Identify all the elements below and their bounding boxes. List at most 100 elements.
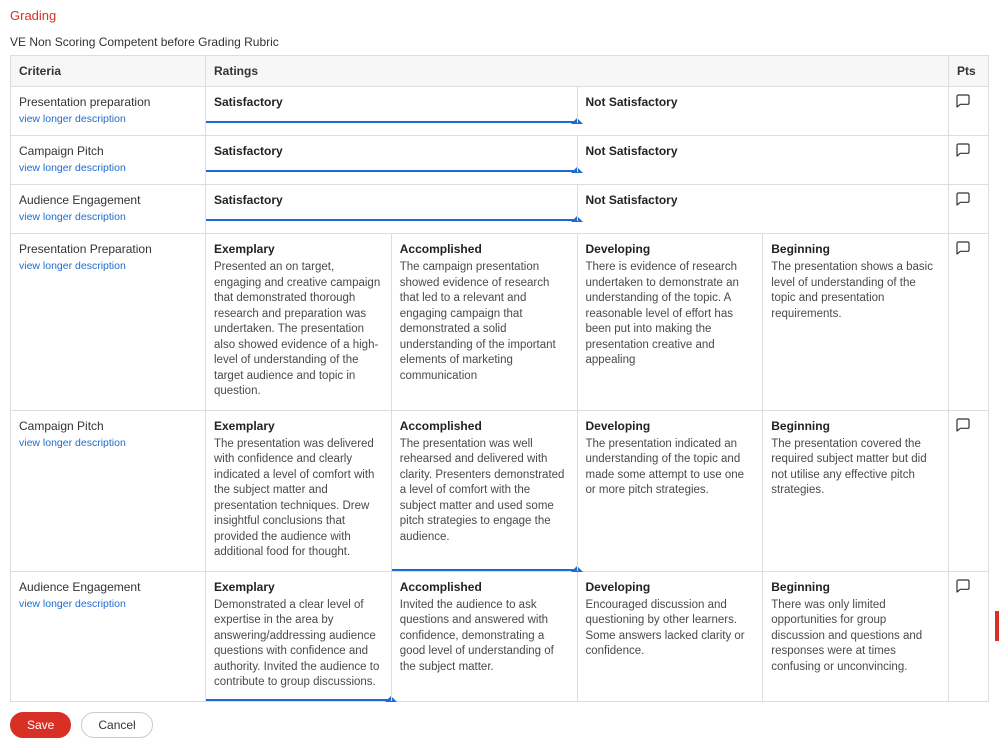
table-row: Presentation Preparation view longer desc… <box>11 234 989 411</box>
pts-cell <box>949 136 989 185</box>
rating-title: Exemplary <box>214 419 383 433</box>
view-longer-description-link[interactable]: view longer description <box>19 113 197 125</box>
selected-indicator-bar <box>206 699 391 701</box>
view-longer-description-link[interactable]: view longer description <box>19 437 197 449</box>
view-longer-description-link[interactable]: view longer description <box>19 211 197 223</box>
rating-title: Developing <box>586 580 755 594</box>
criteria-cell: Audience Engagement view longer descripti… <box>11 185 206 234</box>
pts-cell <box>949 571 989 701</box>
rating-description: The presentation was delivered with conf… <box>214 437 383 561</box>
rating-description: The presentation was well rehearsed and … <box>400 437 569 546</box>
rating-title: Beginning <box>771 242 940 256</box>
pts-cell <box>949 234 989 411</box>
selected-indicator-bar <box>392 569 577 571</box>
rating-cell[interactable]: Beginning The presentation shows a basic … <box>762 234 948 410</box>
comment-icon[interactable] <box>955 93 971 112</box>
rating-cell[interactable]: Beginning The presentation covered the re… <box>762 411 948 571</box>
criteria-cell: Presentation preparation view longer desc… <box>11 87 206 136</box>
col-header-criteria: Criteria <box>11 56 206 87</box>
pts-cell <box>949 87 989 136</box>
rating-title: Accomplished <box>400 419 569 433</box>
rating-cell[interactable]: Developing The presentation indicated an … <box>577 411 763 571</box>
col-header-ratings: Ratings <box>206 56 949 87</box>
rating-description: Presented an on target, engaging and cre… <box>214 260 383 400</box>
rating-description: There was only limited opportunities for… <box>771 598 940 676</box>
criteria-name: Audience Engagement <box>19 580 197 594</box>
rating-title: Developing <box>586 419 755 433</box>
rubric-table: Criteria Ratings Pts Presentation prepar… <box>10 55 989 702</box>
criteria-name: Presentation Preparation <box>19 242 197 256</box>
criteria-name: Campaign Pitch <box>19 419 197 433</box>
rating-cell[interactable]: Accomplished Invited the audience to ask … <box>391 572 577 701</box>
rating-description: The presentation shows a basic level of … <box>771 260 940 322</box>
comment-icon[interactable] <box>955 191 971 210</box>
grading-heading: Grading <box>10 8 989 23</box>
view-longer-description-link[interactable]: view longer description <box>19 162 197 174</box>
rating-title: Not Satisfactory <box>586 193 941 207</box>
view-longer-description-link[interactable]: view longer description <box>19 598 197 610</box>
rating-title: Satisfactory <box>214 144 569 158</box>
criteria-cell: Presentation Preparation view longer desc… <box>11 234 206 411</box>
rating-cell[interactable]: Beginning There was only limited opportun… <box>762 572 948 701</box>
ratings-cell: Satisfactory Not Satisfactory <box>206 185 949 234</box>
rating-description: There is evidence of research undertaken… <box>586 260 755 369</box>
criteria-cell: Campaign Pitch view longer description <box>11 136 206 185</box>
rating-cell[interactable]: Developing There is evidence of research … <box>577 234 763 410</box>
rating-cell[interactable]: Not Satisfactory <box>577 136 949 172</box>
rating-cell[interactable]: Accomplished The campaign presentation sh… <box>391 234 577 410</box>
table-row: Campaign Pitch view longer description Exe… <box>11 410 989 571</box>
table-row: Presentation preparation view longer desc… <box>11 87 989 136</box>
ratings-cell: ExemplaryPresented an on target, engagin… <box>206 234 949 411</box>
rating-description: The presentation covered the required su… <box>771 437 940 499</box>
rubric-title: VE Non Scoring Competent before Grading … <box>10 35 989 49</box>
rating-cell[interactable]: Exemplary Demonstrated a clear level of e… <box>206 572 391 701</box>
rating-cell[interactable]: Satisfactory <box>206 136 577 172</box>
rating-cell[interactable]: Exemplary The presentation was delivered … <box>206 411 391 571</box>
criteria-name: Presentation preparation <box>19 95 197 109</box>
comment-icon[interactable] <box>955 417 971 436</box>
rating-description: Demonstrated a clear level of expertise … <box>214 598 383 691</box>
table-row: Audience Engagement view longer descripti… <box>11 571 989 701</box>
table-row: Campaign Pitch view longer description Sat… <box>11 136 989 185</box>
criteria-name: Campaign Pitch <box>19 144 197 158</box>
rating-cell[interactable]: DevelopingEncouraged discussion and ques… <box>577 572 763 701</box>
ratings-cell: Exemplary Demonstrated a clear level of e… <box>206 571 949 701</box>
rating-title: Satisfactory <box>214 193 569 207</box>
ratings-cell: Satisfactory Not Satisfactory <box>206 136 949 185</box>
rating-description: The presentation indicated an understand… <box>586 437 755 499</box>
save-button[interactable]: Save <box>10 712 71 738</box>
rating-cell[interactable]: Satisfactory <box>206 87 577 123</box>
right-edge-marker <box>995 611 999 641</box>
pts-cell <box>949 410 989 571</box>
rating-description: The campaign presentation showed evidenc… <box>400 260 569 384</box>
criteria-cell: Campaign Pitch view longer description <box>11 410 206 571</box>
rating-title: Exemplary <box>214 580 383 594</box>
rating-cell[interactable]: Satisfactory <box>206 185 577 221</box>
pts-cell <box>949 185 989 234</box>
rating-cell[interactable]: ExemplaryPresented an on target, engagin… <box>206 234 391 410</box>
comment-icon[interactable] <box>955 240 971 259</box>
rating-title: Beginning <box>771 419 940 433</box>
criteria-name: Audience Engagement <box>19 193 197 207</box>
cancel-button[interactable]: Cancel <box>81 712 152 738</box>
rating-cell[interactable]: Not Satisfactory <box>577 185 949 221</box>
rating-title: Not Satisfactory <box>586 144 941 158</box>
col-header-pts: Pts <box>949 56 989 87</box>
rating-cell[interactable]: Accomplished The presentation was well re… <box>391 411 577 571</box>
rating-title: Accomplished <box>400 580 569 594</box>
rating-title: Developing <box>586 242 755 256</box>
comment-icon[interactable] <box>955 142 971 161</box>
rating-title: Beginning <box>771 580 940 594</box>
rating-title: Satisfactory <box>214 95 569 109</box>
criteria-cell: Audience Engagement view longer descripti… <box>11 571 206 701</box>
rating-title: Accomplished <box>400 242 569 256</box>
rating-title: Not Satisfactory <box>586 95 941 109</box>
table-row: Audience Engagement view longer descripti… <box>11 185 989 234</box>
rating-cell[interactable]: Not Satisfactory <box>577 87 949 123</box>
selected-indicator-bar <box>206 170 577 172</box>
view-longer-description-link[interactable]: view longer description <box>19 260 197 272</box>
rating-description: Invited the audience to ask questions an… <box>400 598 569 676</box>
ratings-cell: Satisfactory Not Satisfactory <box>206 87 949 136</box>
comment-icon[interactable] <box>955 578 971 597</box>
ratings-cell: Exemplary The presentation was delivered … <box>206 410 949 571</box>
